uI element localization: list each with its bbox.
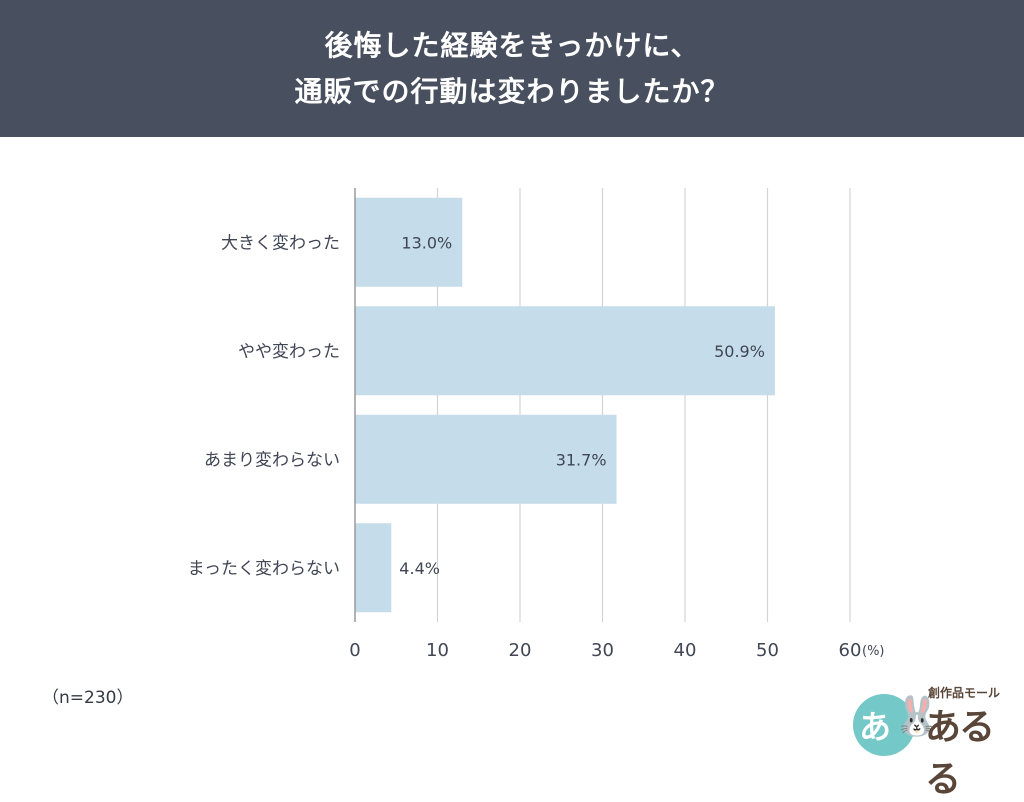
chart-title-line-1: 後悔した経験をきっかけに、	[324, 28, 700, 62]
rabbit-icon: 🐰	[893, 694, 941, 738]
x-tick-label: 50	[756, 640, 779, 661]
bar	[355, 523, 392, 613]
x-tick-label: 10	[426, 640, 449, 661]
category-label: あまり変わらない	[204, 450, 340, 470]
bar	[355, 414, 617, 504]
logo-tagline: 創作品モール	[928, 686, 1001, 700]
logo-circle-text: あ	[859, 708, 892, 746]
chart-header: 後悔した経験をきっかけに、 通販での行動は変わりましたか？	[0, 0, 1024, 137]
category-label: やや変わった	[238, 342, 340, 362]
x-tick-label: 60	[839, 640, 862, 661]
x-tick-label: 20	[509, 640, 532, 661]
logo-circle: あ	[853, 694, 915, 756]
data-label: 31.7%	[556, 450, 607, 469]
data-label: 50.9%	[714, 342, 765, 361]
category-label: まったく変わらない	[188, 559, 340, 579]
x-unit-label: (%)	[862, 644, 885, 659]
sample-size-note: （n=230）	[42, 688, 134, 708]
bar	[355, 306, 775, 396]
brand-logo: あ 🐰 創作品モール あるる	[853, 680, 1013, 800]
x-tick-label: 30	[591, 640, 614, 661]
bar	[355, 197, 463, 287]
logo-name: あるる	[925, 707, 995, 800]
bar-chart: 大きく変わった 13.0% やや変わった 50.9% あまり変わらない 31.7% まったく…	[188, 188, 885, 661]
data-label: 4.4%	[399, 559, 440, 578]
category-label: 大きく変わった	[221, 233, 340, 253]
data-label: 13.0%	[401, 233, 452, 252]
chart-title-line-2: 通販での行動は変わりましたか？	[294, 74, 730, 108]
x-tick-label: 40	[674, 640, 697, 661]
x-tick-label: 0	[349, 640, 360, 661]
